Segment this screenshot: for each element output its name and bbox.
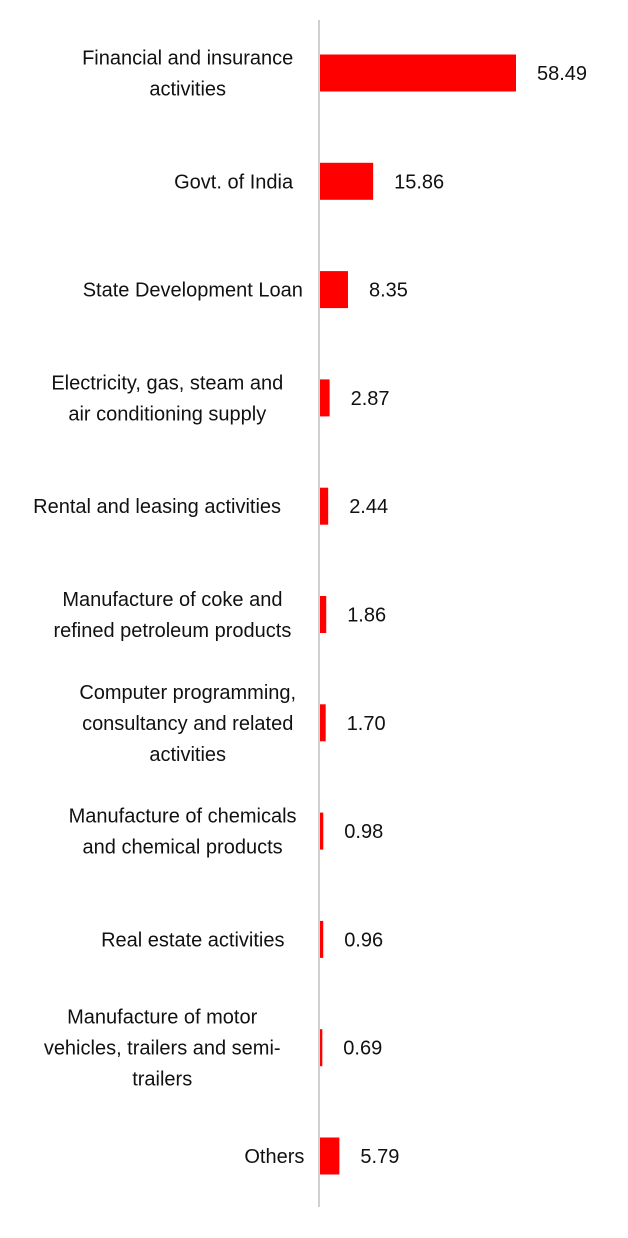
category-label-line: Electricity, gas, steam and — [51, 372, 283, 394]
bar — [320, 920, 324, 958]
bars-group — [320, 54, 516, 1175]
value-label: 0.69 — [343, 1038, 382, 1060]
category-label-line: Financial and insurance — [82, 48, 293, 70]
value-label: 1.70 — [347, 713, 386, 735]
category-label: Real estate activities — [101, 929, 284, 951]
value-label: 58.49 — [537, 63, 587, 85]
category-label: Others — [244, 1146, 304, 1168]
bar — [320, 596, 327, 633]
category-label-line: Manufacture of motor — [67, 1007, 257, 1029]
category-label: Manufacture of chemicals and chemical pro… — [69, 806, 297, 859]
category-label: Manufacture of coke and refined petroleum… — [53, 589, 291, 642]
value-label: 8.35 — [369, 280, 408, 302]
bar — [320, 812, 324, 850]
category-label-line: Govt. of India — [174, 171, 294, 193]
category-label-line: activities — [149, 744, 226, 766]
category-label-line: and chemical products — [83, 837, 283, 859]
value-labels-group: 58.49 15.86 8.35 2.87 2.44 1.86 1.70 0.98 0.96 0.… — [343, 63, 587, 1168]
category-label: Financial and insurance activities — [82, 48, 293, 101]
category-label: State Development Loan — [83, 280, 303, 302]
bar — [320, 271, 348, 309]
value-label: 2.44 — [349, 496, 388, 518]
value-label: 2.87 — [351, 388, 390, 410]
category-label-line: Others — [244, 1146, 304, 1168]
category-label-line: vehicles, trailers and semi- — [44, 1038, 281, 1060]
category-label-line: Manufacture of coke and — [62, 589, 282, 611]
bar — [320, 1137, 340, 1175]
category-labels-group: Financial and insurance activities Govt. o… — [33, 48, 304, 1169]
category-label-line: Manufacture of chemicals — [69, 806, 297, 828]
category-label-line: Real estate activities — [101, 929, 284, 951]
bar — [320, 54, 516, 92]
category-label: Rental and leasing activities — [33, 496, 281, 518]
category-label-line: trailers — [132, 1069, 192, 1091]
value-label: 0.96 — [344, 929, 383, 951]
category-label-line: Computer programming, — [79, 682, 296, 704]
value-label: 15.86 — [394, 171, 444, 193]
category-label: Manufacture of motor vehicles, trailers a… — [44, 1007, 281, 1091]
bar — [320, 704, 326, 742]
category-label: Computer programming, consultancy and rel… — [79, 682, 296, 766]
category-label-line: air conditioning supply — [68, 403, 266, 425]
category-label-line: Rental and leasing activities — [33, 496, 281, 518]
category-label: Govt. of India — [174, 171, 294, 193]
value-label: 5.79 — [360, 1146, 399, 1168]
bar — [320, 487, 329, 525]
bar — [320, 1029, 323, 1067]
category-label-line: consultancy and related — [82, 713, 293, 735]
value-label: 1.86 — [347, 605, 386, 627]
bar — [320, 379, 330, 417]
value-label: 0.98 — [344, 821, 383, 843]
category-label-line: activities — [149, 79, 226, 101]
category-label: Electricity, gas, steam and air condition… — [51, 372, 283, 425]
category-label-line: State Development Loan — [83, 280, 303, 302]
category-label-line: refined petroleum products — [53, 620, 291, 642]
bar — [320, 162, 374, 200]
